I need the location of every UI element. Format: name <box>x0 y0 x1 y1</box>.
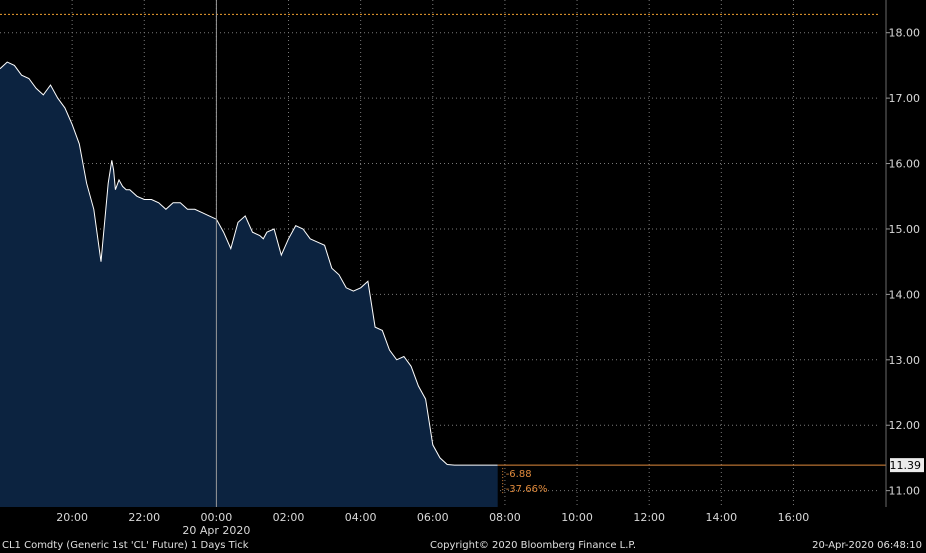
y-tick-label: 18.00 <box>889 27 921 40</box>
y-tick-label: 11.00 <box>889 485 921 498</box>
y-tick-label: 13.00 <box>889 354 921 367</box>
date-label: 20 Apr 2020 <box>182 524 250 537</box>
x-tick-label: 14:00 <box>705 511 737 524</box>
last-price-label: 11.39 <box>890 459 922 472</box>
x-tick-label: 16:00 <box>778 511 810 524</box>
x-tick-label: 00:00 <box>201 511 233 524</box>
price-change-label: -6.88 <box>506 469 532 480</box>
price-area <box>0 62 498 507</box>
y-tick-label: 16.00 <box>889 158 921 171</box>
x-tick-label: 08:00 <box>489 511 521 524</box>
y-tick-label: 15.00 <box>889 223 921 236</box>
percent-change-label: -37.66% <box>506 484 548 495</box>
x-tick-label: 04:00 <box>345 511 377 524</box>
y-tick-label: 14.00 <box>889 288 921 301</box>
x-tick-label: 20:00 <box>56 511 88 524</box>
x-tick-label: 02:00 <box>273 511 305 524</box>
x-axis: 20:00 22:00 00:00 02:00 04:00 06:00 08:00 10:00… <box>56 511 809 524</box>
y-tick-label: 17.00 <box>889 92 921 105</box>
x-tick-label: 22:00 <box>128 511 160 524</box>
y-tick-label: 12.00 <box>889 419 921 432</box>
last-price-tag-box <box>890 458 924 473</box>
y-axis: 11.00 12.00 13.00 14.00 15.00 16.00 17.00 18.00 <box>886 27 920 498</box>
ticker-caption: CL1 Comdty (Generic 1st 'CL' Future) 1 D… <box>2 540 249 551</box>
x-tick-label: 12:00 <box>633 511 665 524</box>
price-line <box>0 61 498 466</box>
x-tick-label: 06:00 <box>417 511 449 524</box>
last-price-tag: 11.39 <box>890 458 924 473</box>
copyright-notice: Copyright© 2020 Bloomberg Finance L.P. <box>430 540 637 551</box>
timestamp: 20-Apr-2020 06:48:10 <box>812 540 922 551</box>
x-tick-label: 10:00 <box>561 511 593 524</box>
